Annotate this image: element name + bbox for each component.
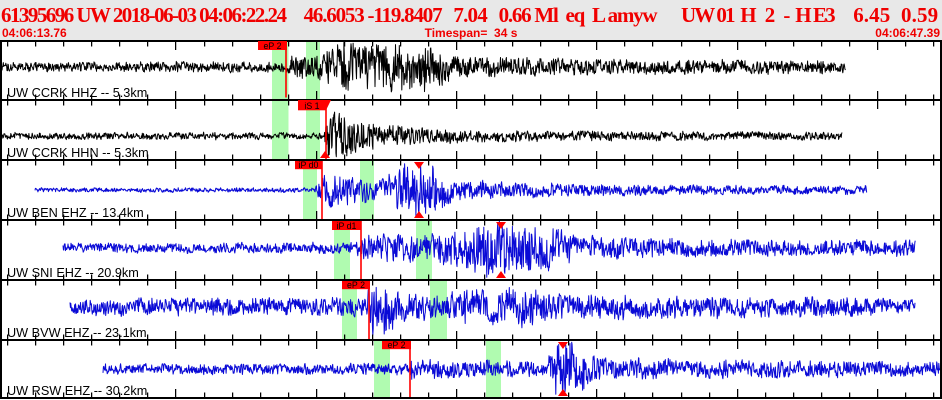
svg-text:6.45 0.59: 6.45 0.59 <box>853 3 938 27</box>
svg-text:eP 2: eP 2 <box>264 41 282 51</box>
svg-text:eP 2: eP 2 <box>388 340 406 350</box>
svg-text:UW CCRK HHZ -- 5.3km: UW CCRK HHZ -- 5.3km <box>7 86 147 100</box>
svg-text:04:06:47.39: 04:06:47.39 <box>875 26 940 40</box>
svg-text:46.6053 -119.8407: 46.6053 -119.8407 <box>304 3 443 27</box>
svg-text:04:06:13.76: 04:06:13.76 <box>2 26 67 40</box>
svg-text:UW CCRK HHN -- 5.3km: UW CCRK HHN -- 5.3km <box>7 146 149 160</box>
svg-text:UW BVW EHZ -- 23.1km: UW BVW EHZ -- 23.1km <box>7 326 147 340</box>
svg-text:iP d1: iP d1 <box>337 221 357 231</box>
svg-text:Timespan= 34 s: Timespan= 34 s <box>425 26 518 40</box>
svg-text:iS 1: iS 1 <box>304 101 319 111</box>
svg-text:61395696 UW 2018-06-03 04:06:2: 61395696 UW 2018-06-03 04:06:22.24 <box>1 3 288 27</box>
svg-text:eP 2: eP 2 <box>347 280 365 290</box>
svg-text:UW 01 H 2 - H E3: UW 01 H 2 - H E3 <box>681 3 836 27</box>
svg-text:iP d0: iP d0 <box>299 160 319 170</box>
svg-text:UW SNI EHZ -- 20.9km: UW SNI EHZ -- 20.9km <box>7 266 139 280</box>
svg-text:7.04: 7.04 <box>453 3 488 27</box>
svg-text:UW RSW EHZ -- 30.2km: UW RSW EHZ -- 30.2km <box>7 384 147 398</box>
svg-text:UW BEN EHZ -- 13.4km: UW BEN EHZ -- 13.4km <box>7 206 144 220</box>
svg-text:0.66 Ml eq L amyw: 0.66 Ml eq L amyw <box>499 3 659 27</box>
